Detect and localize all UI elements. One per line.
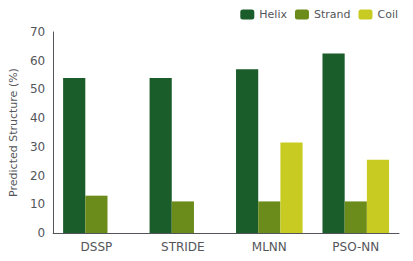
svg-text:20: 20 bbox=[30, 169, 45, 183]
svg-text:PSO-NN: PSO-NN bbox=[332, 240, 379, 254]
svg-text:MLNN: MLNN bbox=[252, 240, 287, 254]
svg-text:50: 50 bbox=[30, 82, 45, 96]
svg-text:Helix: Helix bbox=[259, 8, 287, 21]
svg-text:10: 10 bbox=[30, 197, 45, 211]
svg-text:STRIDE: STRIDE bbox=[161, 240, 205, 254]
svg-text:0: 0 bbox=[38, 226, 46, 240]
svg-text:70: 70 bbox=[30, 25, 45, 39]
svg-text:Predicted Structure (%): Predicted Structure (%) bbox=[7, 68, 20, 197]
svg-text:60: 60 bbox=[30, 54, 45, 68]
svg-text:Coil: Coil bbox=[377, 8, 398, 21]
svg-text:40: 40 bbox=[30, 111, 45, 125]
svg-text:DSSP: DSSP bbox=[81, 240, 113, 254]
svg-text:30: 30 bbox=[30, 140, 45, 154]
svg-text:Strand: Strand bbox=[314, 8, 351, 21]
